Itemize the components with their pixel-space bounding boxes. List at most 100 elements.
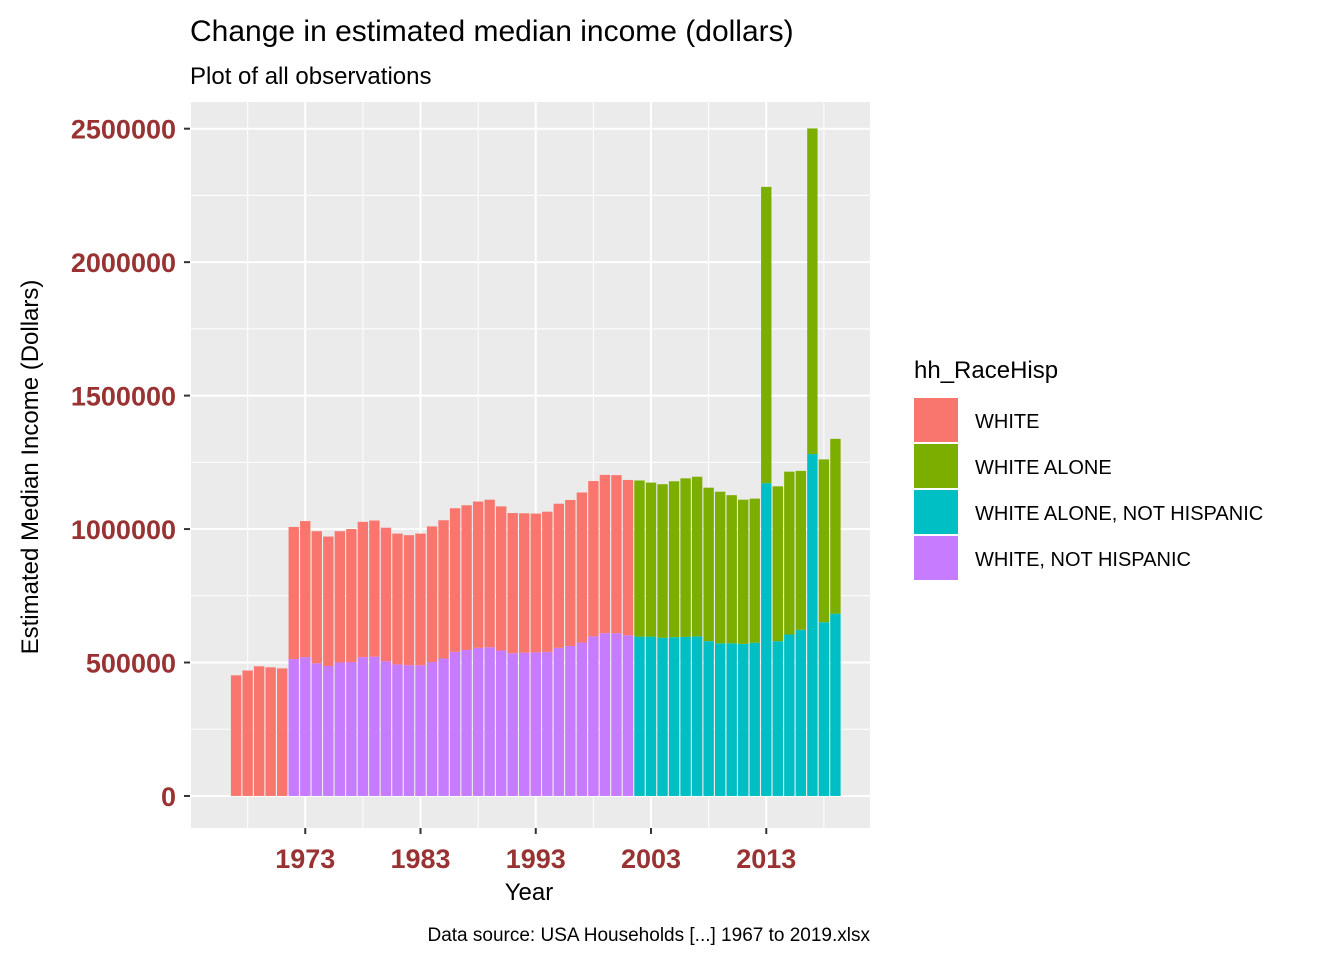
bar-white-1993 (530, 513, 541, 653)
x-tick-label: 1983 (390, 844, 450, 874)
bar-white-alone-2002 (634, 480, 645, 637)
bar-white-not-hispanic-1999 (599, 633, 611, 796)
bar-white-alone-2019 (830, 438, 841, 614)
bar-white-alone-not-hispanic-2004 (657, 637, 668, 796)
legend-title: hh_RaceHisp (914, 357, 1058, 384)
legend-label: WHITE ALONE (975, 457, 1112, 479)
x-tick-label: 2013 (736, 844, 796, 874)
bar-white-alone-not-hispanic-2013 (761, 483, 772, 796)
bar-white-not-hispanic-1985 (438, 658, 449, 796)
bar-white-alone-not-hispanic-2003 (645, 636, 657, 796)
legend: hh_RaceHisp WHITE WHITE ALONE WHITE ALONE,… (914, 357, 1263, 580)
bar-white-alone-not-hispanic-2015 (784, 634, 795, 796)
bar-white-not-hispanic-2001 (622, 635, 634, 796)
legend-swatch (914, 490, 958, 534)
bar-white-not-hispanic-1983 (415, 665, 426, 796)
bar-white-not-hispanic-1974 (311, 663, 322, 796)
bar-white-not-hispanic-2000 (611, 633, 622, 796)
legend-items: WHITE WHITE ALONE WHITE ALONE, NOT HISPANI… (914, 398, 1263, 580)
bar-white-alone-not-hispanic-2010 (726, 643, 737, 796)
bar-white-1970 (265, 667, 276, 796)
bar-white-not-hispanic-1996 (565, 645, 576, 796)
bar-white-alone-2013 (761, 186, 772, 484)
bar-white-1995 (553, 503, 564, 648)
bar-white-alone-not-hispanic-2019 (830, 613, 841, 796)
bar-white-1999 (599, 474, 611, 634)
bar-white-not-hispanic-1975 (323, 665, 334, 796)
bar-white-not-hispanic-1981 (392, 664, 403, 796)
bar-white-alone-2012 (749, 498, 760, 643)
bar-white-2001 (622, 479, 634, 636)
bar-white-not-hispanic-1988 (472, 647, 484, 796)
bar-white-alone-2016 (795, 470, 807, 630)
bar-white-1977 (346, 529, 357, 662)
bar-white-alone-not-hispanic-2011 (738, 643, 749, 796)
bar-white-1972 (288, 526, 299, 660)
bar-white-alone-not-hispanic-2006 (680, 636, 691, 796)
bar-white-1984 (426, 526, 438, 662)
bar-white-alone-2018 (818, 459, 830, 623)
bar-white-not-hispanic-1995 (553, 647, 564, 796)
legend-swatch (914, 444, 958, 488)
bar-white-not-hispanic-1987 (461, 649, 472, 796)
bar-white-1968 (242, 670, 253, 796)
bar-white-alone-not-hispanic-2007 (691, 636, 703, 796)
bar-white-alone-2005 (668, 481, 680, 638)
bar-white-1967 (230, 675, 242, 796)
bar-white-alone-not-hispanic-2009 (714, 643, 726, 796)
y-tick-label: 500000 (86, 649, 176, 679)
y-tick-label: 2000000 (71, 248, 176, 278)
bar-white-alone-not-hispanic-2017 (807, 454, 818, 796)
bar-white-alone-2009 (714, 491, 726, 644)
legend-swatch (914, 536, 958, 580)
legend-label: WHITE (975, 411, 1039, 433)
bar-white-1979 (369, 520, 380, 657)
bar-white-alone-2007 (691, 476, 703, 637)
bar-white-not-hispanic-1991 (507, 653, 518, 796)
bar-white-alone-not-hispanic-2012 (749, 642, 760, 796)
bar-white-alone-not-hispanic-2008 (703, 641, 714, 796)
bar-white-1982 (403, 535, 415, 666)
bar-white-1969 (253, 666, 265, 796)
bar-white-not-hispanic-1990 (496, 650, 507, 796)
bar-white-alone-2003 (645, 482, 657, 637)
chart-title: Change in estimated median income (dolla… (190, 15, 794, 48)
bar-white-not-hispanic-1979 (369, 656, 380, 796)
bar-white-1994 (542, 511, 553, 652)
y-tick-label: 1500000 (71, 382, 176, 412)
legend-label: WHITE, NOT HISPANIC (975, 549, 1191, 571)
bar-white-alone-not-hispanic-2018 (818, 622, 830, 796)
x-tick-label: 2003 (621, 844, 681, 874)
bar-white-not-hispanic-1978 (357, 657, 369, 796)
y-tick-label: 1000000 (71, 515, 176, 545)
y-tick-label: 0 (161, 782, 176, 812)
bar-white-1971 (277, 668, 288, 796)
bar-white-1990 (496, 506, 507, 651)
bar-white-1986 (449, 508, 461, 652)
x-tick-label: 1993 (506, 844, 566, 874)
bar-white-alone-2014 (772, 486, 783, 642)
bar-white-1988 (472, 501, 484, 648)
bar-white-not-hispanic-1976 (334, 662, 346, 796)
bar-white-not-hispanic-1982 (403, 665, 415, 796)
bar-white-not-hispanic-1989 (484, 647, 495, 796)
bar-white-1983 (415, 533, 426, 666)
bar-white-1975 (323, 536, 334, 666)
chart-caption: Data source: USA Households [...] 1967 t… (427, 925, 870, 946)
bar-white-1978 (357, 521, 369, 658)
bar-white-1973 (300, 521, 311, 658)
bar-white-alone-2008 (703, 487, 714, 642)
bar-white-1980 (380, 527, 392, 662)
y-axis-title: Estimated Median Income (Dollars) (17, 280, 44, 655)
bar-white-alone-2006 (680, 478, 691, 637)
bar-white-1976 (334, 531, 346, 663)
bar-white-2000 (611, 475, 622, 634)
bar-white-alone-2004 (657, 484, 668, 638)
bar-white-alone-not-hispanic-2005 (668, 637, 680, 796)
y-axis-ticks: 0 500000 1000000 1500000 2000000 2500000 (71, 115, 190, 812)
bar-white-not-hispanic-1977 (346, 661, 357, 796)
bar-white-not-hispanic-1994 (542, 651, 553, 796)
bar-white-1991 (507, 513, 518, 654)
bar-white-not-hispanic-1997 (576, 642, 588, 796)
bar-white-not-hispanic-1993 (530, 652, 541, 796)
